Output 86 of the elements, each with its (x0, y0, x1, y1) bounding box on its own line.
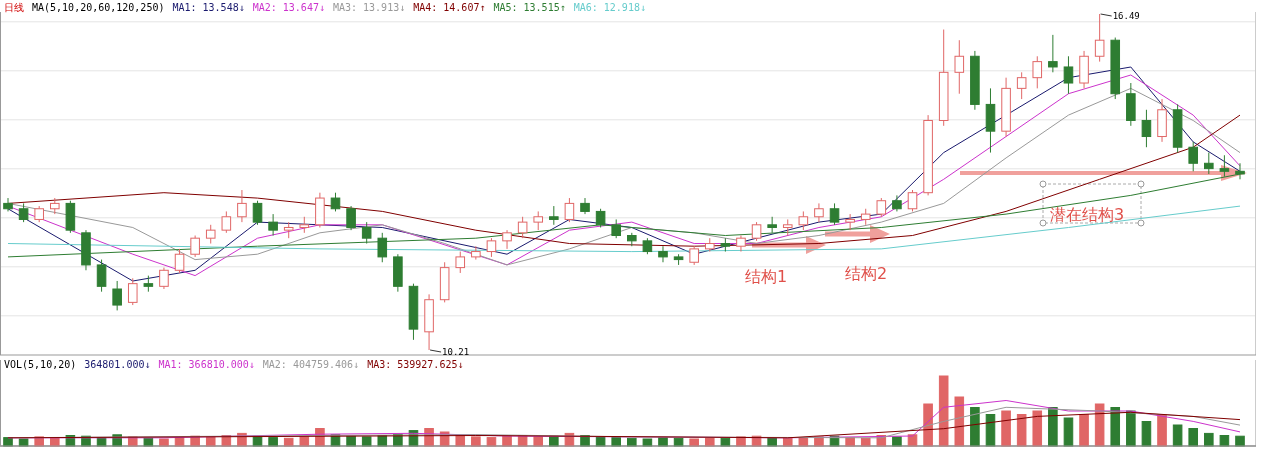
chart-title: 日线 (4, 2, 24, 13)
candlestick (829, 202, 840, 226)
text: MA5: 13.515↑ (493, 2, 566, 13)
bar (642, 438, 653, 447)
bar (1188, 428, 1199, 447)
candlestick (845, 213, 855, 231)
bar (1032, 410, 1043, 447)
bar (268, 437, 278, 447)
candlestick (517, 216, 528, 239)
candlestick (252, 200, 263, 226)
candlestick (658, 245, 668, 263)
bar (1079, 414, 1089, 447)
bar (1110, 407, 1121, 447)
candlestick (533, 210, 544, 231)
bar (1016, 414, 1027, 447)
candlestick (1063, 55, 1074, 95)
candlestick (237, 189, 247, 223)
candlestick (611, 218, 621, 239)
candlestick (221, 210, 232, 234)
candlestick (1188, 141, 1199, 172)
candlestick (1141, 109, 1152, 148)
chart-title: VOL(5,10,20) (4, 359, 77, 370)
candlestick (96, 259, 107, 293)
candlestick (190, 235, 200, 258)
bar (954, 396, 965, 447)
candlestick (330, 192, 341, 212)
candlestick (205, 224, 216, 245)
bar (1048, 407, 1058, 447)
candlestick (751, 221, 762, 242)
candlestick (1032, 55, 1043, 89)
candlestick (268, 213, 278, 236)
bar (18, 438, 29, 447)
candlestick (455, 251, 466, 274)
candlestick (798, 210, 809, 231)
annotation: 潜在结构3 (1050, 205, 1125, 224)
bar (471, 436, 481, 447)
candlestick (1048, 34, 1058, 73)
candlestick (595, 208, 606, 228)
candlestick (549, 205, 559, 226)
text: MA2: 13.647↓ (252, 2, 325, 13)
candlestick (1204, 152, 1214, 175)
bar (938, 375, 949, 447)
bar (611, 437, 621, 447)
bar (970, 407, 980, 447)
candlestick (876, 197, 887, 218)
bar (1094, 403, 1105, 447)
candlestick (689, 245, 699, 266)
text: MA4: 14.607↑ (413, 2, 486, 13)
candlestick (112, 280, 122, 311)
candlestick (127, 277, 138, 306)
candlestick (159, 267, 169, 290)
bar (1141, 421, 1152, 447)
candlestick (954, 39, 965, 95)
bar (1126, 410, 1136, 447)
candlestick (502, 229, 512, 250)
text: MA1: 366810.000↓ (158, 359, 255, 370)
text: MA3: 539927.625↓ (367, 359, 464, 370)
bar (1172, 424, 1183, 447)
bar (1219, 435, 1230, 447)
text: MA3: 13.913↓ (332, 2, 406, 13)
bar (1001, 410, 1011, 447)
annotation: 结构2 (845, 264, 888, 283)
text: MA6: 12.918↓ (573, 2, 646, 13)
candlestick (486, 237, 497, 258)
bar (1204, 432, 1214, 447)
annotation: 结构1 (745, 267, 788, 286)
annotation: 10.21 (442, 347, 470, 357)
bar (1063, 417, 1074, 447)
chart-subtitle: MA(5,10,20,60,120,250) (32, 2, 165, 13)
candlestick (1094, 13, 1105, 63)
bar (1157, 414, 1167, 447)
text: 364801.000↓ (84, 359, 151, 370)
annotation: 16.49 (1112, 11, 1140, 21)
candlestick (3, 197, 13, 212)
text: MA2: 404759.406↓ (262, 359, 360, 370)
candlestick (907, 189, 918, 212)
candlestick (814, 202, 824, 223)
candlestick (18, 202, 29, 223)
candlestick (564, 197, 575, 223)
bar (159, 438, 169, 447)
bar (689, 438, 699, 447)
candlestick (346, 205, 356, 231)
candlestick (361, 221, 372, 245)
candlestick (174, 248, 185, 274)
candlestick (1016, 71, 1027, 100)
text: MA1: 13.548↓ (172, 2, 245, 13)
